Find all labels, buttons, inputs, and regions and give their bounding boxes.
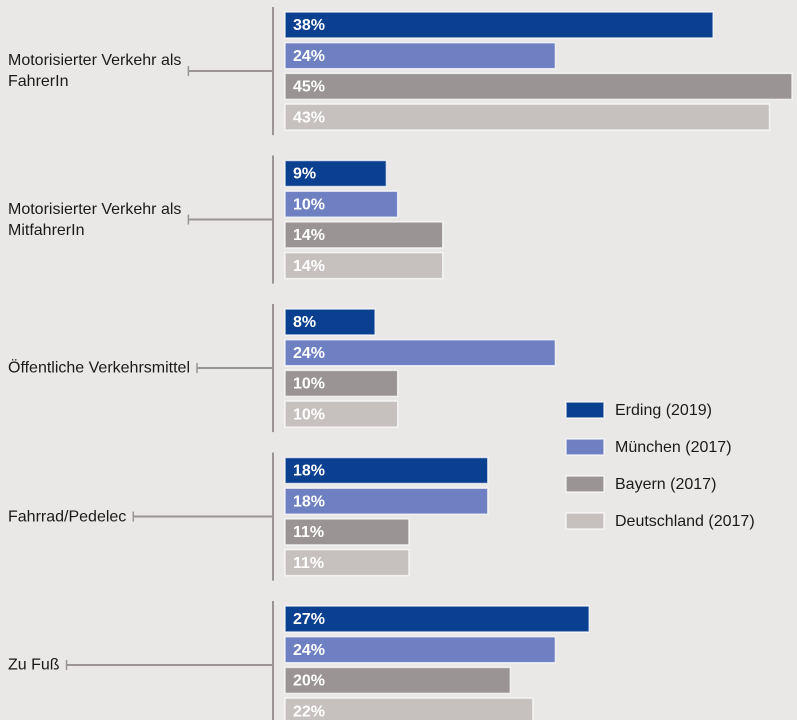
value-label: 11% [293, 524, 324, 541]
category-label: Zu Fuß [8, 656, 60, 674]
value-label: 27% [293, 611, 325, 628]
value-label: 43% [293, 109, 325, 126]
bar [284, 159, 388, 188]
bar [284, 697, 534, 720]
value-label: 10% [293, 376, 325, 393]
bar [284, 103, 771, 131]
legend-swatch [565, 512, 605, 530]
value-label: 24% [293, 642, 325, 659]
bar [284, 41, 557, 70]
bar [284, 635, 557, 664]
legend-swatch [565, 475, 605, 493]
legend-label: München (2017) [615, 439, 732, 456]
bar [284, 308, 376, 336]
legend-swatch [565, 401, 605, 419]
bar [284, 221, 444, 249]
value-label: 11% [293, 555, 324, 572]
value-label: 14% [293, 227, 325, 244]
category-label: Motorisierter Verkehr als MitfahrerIn [8, 200, 182, 239]
value-label: 18% [293, 463, 325, 480]
value-label: 8% [293, 314, 316, 331]
category-label: Öffentliche Verkehrsmittel [8, 359, 191, 377]
bar [284, 666, 512, 695]
value-label: 22% [293, 703, 325, 720]
value-label: 20% [293, 673, 325, 690]
legend-label: Erding (2019) [615, 402, 712, 419]
bar [284, 456, 489, 485]
category-label: Fahrrad/Pedelec [8, 508, 127, 526]
bar [284, 548, 410, 577]
value-label: 24% [293, 345, 325, 362]
bar [284, 605, 590, 633]
bar [284, 251, 444, 280]
bar [284, 190, 399, 218]
value-label: 45% [293, 79, 325, 96]
bar [284, 11, 714, 39]
value-label: 9% [293, 166, 316, 183]
legend-label: Bayern (2017) [615, 476, 716, 493]
bar [284, 400, 399, 428]
value-label: 14% [293, 258, 325, 275]
value-label: 38% [293, 17, 325, 34]
category-label: Motorisierter Verkehr als FahrerIn [8, 52, 182, 91]
legend-label: Deutschland (2017) [615, 513, 755, 530]
legend-swatch [565, 438, 605, 456]
bar [284, 72, 793, 101]
value-label: 18% [293, 493, 325, 510]
bar [284, 338, 557, 367]
value-label: 10% [293, 406, 325, 423]
value-label: 10% [293, 196, 325, 213]
bar [284, 518, 410, 546]
bar [284, 369, 399, 398]
bar [284, 487, 489, 515]
value-label: 24% [293, 48, 325, 65]
